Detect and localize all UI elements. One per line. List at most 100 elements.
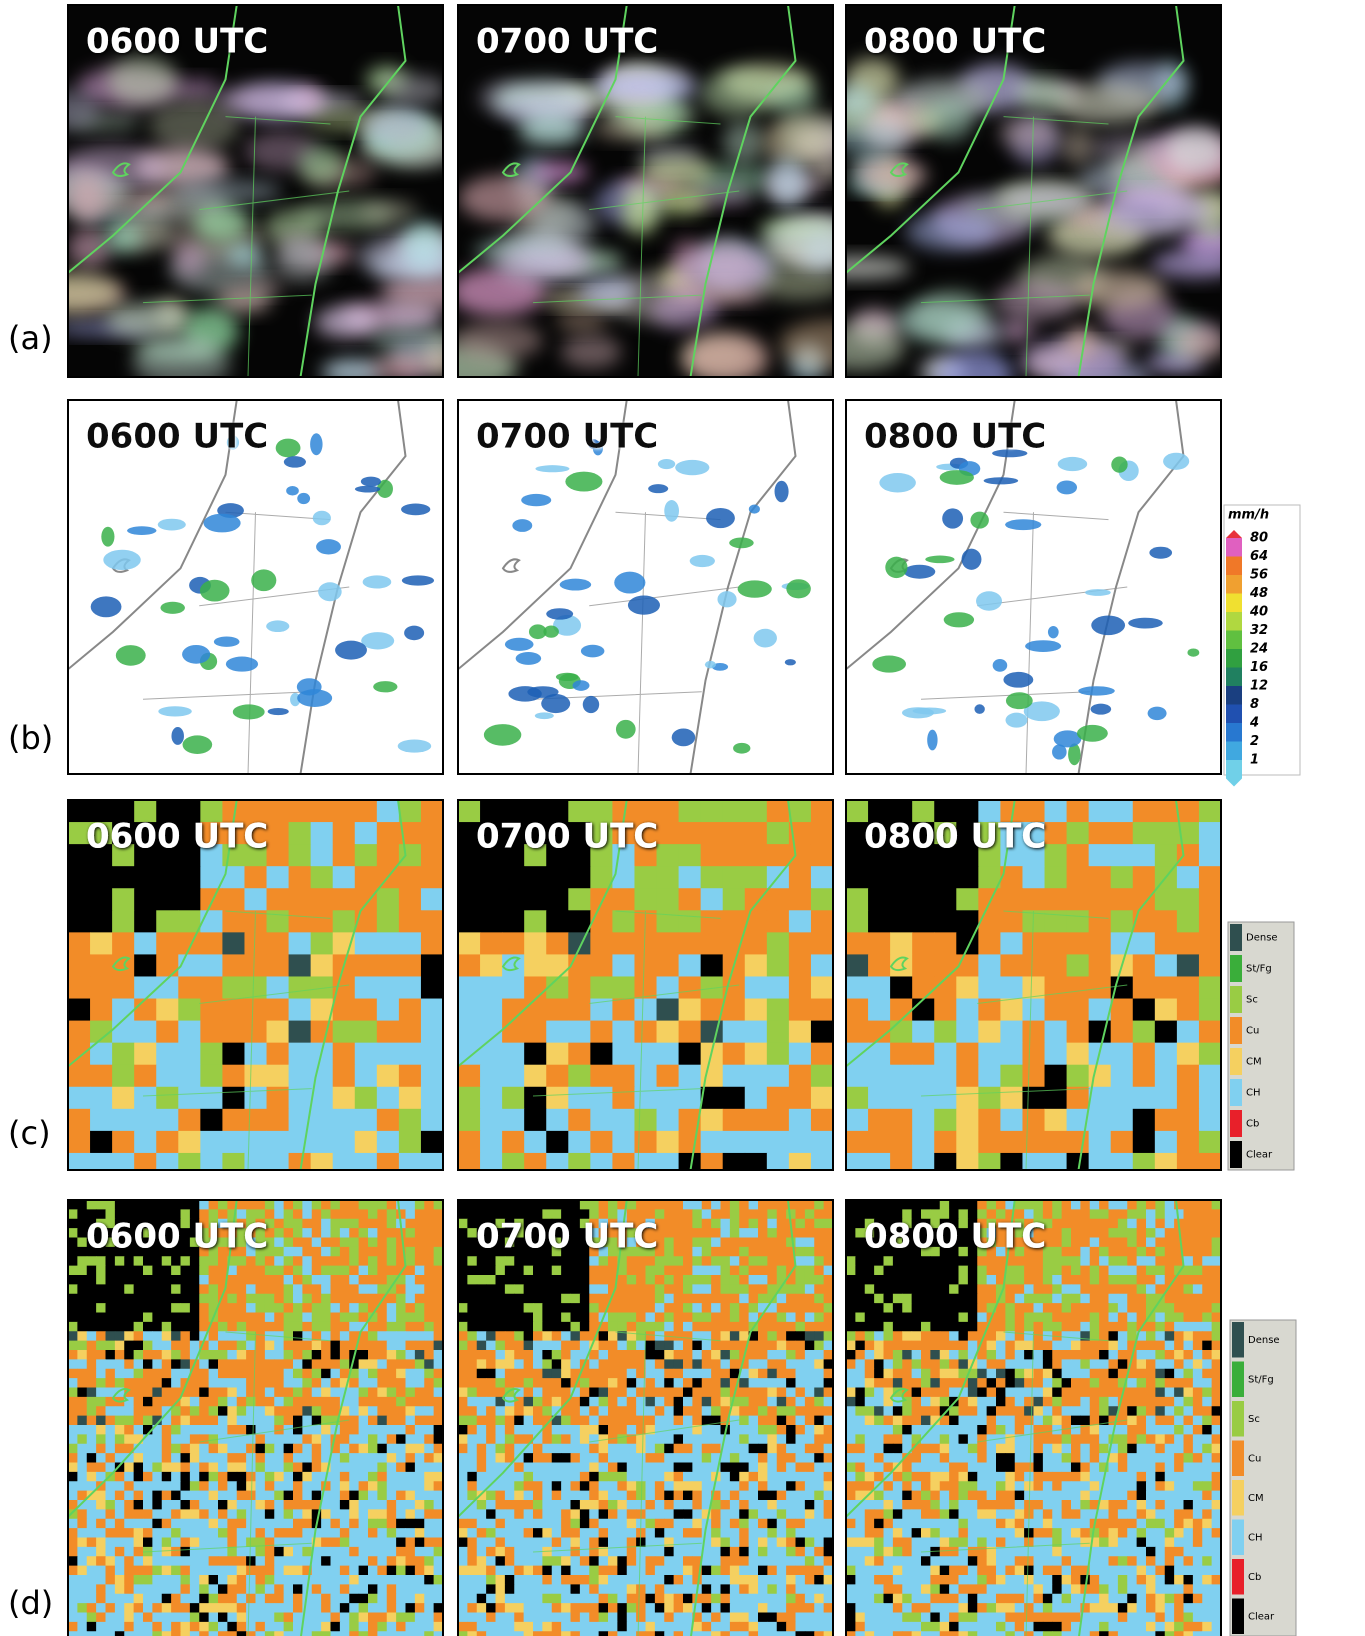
- cloud-cell: [312, 1472, 322, 1482]
- cloud-cell: [627, 1350, 637, 1360]
- cloud-cell: [406, 1200, 416, 1210]
- cloud-cell: [589, 1481, 599, 1491]
- cloud-cell: [679, 932, 702, 955]
- cloud-cell: [711, 1594, 721, 1604]
- cloud-cell: [608, 1453, 618, 1463]
- cloud-cell: [115, 1500, 125, 1510]
- cloud-cell: [355, 866, 378, 889]
- cloud-cell: [359, 1509, 369, 1519]
- cloud-cell: [505, 1519, 515, 1529]
- cloud-cell: [636, 1575, 646, 1585]
- cloud-cell: [115, 1594, 125, 1604]
- rain-cell: [361, 477, 381, 487]
- cloud-cell: [222, 888, 245, 911]
- cloud-cell: [284, 1631, 294, 1636]
- cloud-cell: [589, 1350, 599, 1360]
- cloud-cell: [701, 910, 724, 933]
- cloud: [896, 302, 980, 342]
- cloud-cell: [274, 1584, 284, 1594]
- cloud-cell: [617, 1359, 627, 1369]
- cloud-cell: [387, 1256, 397, 1266]
- cloud-cell: [359, 1209, 369, 1219]
- cloud-cell: [77, 1369, 87, 1379]
- cloud-cell: [1133, 1109, 1156, 1132]
- cloud-cell: [749, 1434, 759, 1444]
- cloud-cell: [683, 1566, 693, 1576]
- cloud-cell: [399, 1021, 422, 1044]
- cloud-cell: [1177, 888, 1200, 911]
- cloud-cell: [199, 1528, 209, 1538]
- cloud-cell: [552, 1200, 562, 1210]
- cloud-cell: [311, 932, 334, 955]
- rain-cell: [284, 456, 306, 468]
- cloud-cell: [199, 1313, 209, 1323]
- cloud-cell: [1045, 822, 1068, 845]
- cloud-cell: [655, 1519, 665, 1529]
- rain-cell: [560, 579, 591, 591]
- cloud-cell: [293, 1575, 303, 1585]
- cloud-cell: [749, 1425, 759, 1435]
- cloud-cell: [302, 1444, 312, 1454]
- cloud-cell: [739, 1378, 749, 1388]
- cloud-cell: [209, 1463, 219, 1473]
- cloud-cell: [96, 1613, 106, 1623]
- cloud-cell: [424, 1228, 434, 1238]
- cloud-cell: [265, 1575, 275, 1585]
- cloud-cell: [617, 1528, 627, 1538]
- cloud-cell: [679, 866, 702, 889]
- rain-cell: [648, 484, 668, 493]
- cloud-cell: [209, 1584, 219, 1594]
- cloud-cell: [340, 1350, 350, 1360]
- cloud-cell: [1067, 800, 1090, 823]
- cloud-cell: [106, 1369, 116, 1379]
- cloud-cell: [143, 1603, 153, 1613]
- cloud-cell: [171, 1453, 181, 1463]
- cloud-cell: [284, 1406, 294, 1416]
- cloud-cell: [349, 1294, 359, 1304]
- cloud-cell: [674, 1341, 684, 1351]
- cloud-cell: [359, 1388, 369, 1398]
- cloud-cell: [90, 1109, 113, 1132]
- cloud-cell: [805, 1350, 815, 1360]
- cloud-cell: [340, 1575, 350, 1585]
- cloud-cell: [655, 1556, 665, 1566]
- cloud-cell: [589, 1284, 599, 1294]
- panel-title: 0800 UTC: [864, 417, 1046, 457]
- cloud-cell: [846, 954, 869, 977]
- cloud-cell: [143, 1472, 153, 1482]
- cloud-cell: [767, 1603, 777, 1613]
- cloud-cell: [181, 1500, 191, 1510]
- cloud-cell: [612, 888, 635, 911]
- cloud-cell: [218, 1594, 228, 1604]
- cloud-cell: [496, 1622, 506, 1632]
- cloud-cell: [134, 1575, 144, 1585]
- cloud-cell: [636, 1284, 646, 1294]
- cloud-cell: [227, 1406, 237, 1416]
- cloud-cell: [542, 1444, 552, 1454]
- cloud-cell: [156, 932, 179, 955]
- cloud-cell: [664, 1359, 674, 1369]
- cloud-cell: [467, 1425, 477, 1435]
- cloud-cell: [181, 1444, 191, 1454]
- cloud-cell: [934, 1065, 957, 1088]
- cloud-cell: [171, 1331, 181, 1341]
- cloud-cell: [580, 1303, 590, 1313]
- cloud-cell: [692, 1275, 702, 1285]
- cloud-cell: [396, 1294, 406, 1304]
- cloud-cell: [674, 1463, 684, 1473]
- cloud-cell: [514, 1538, 524, 1548]
- cloud-cell: [646, 1322, 656, 1332]
- cloud-cell: [561, 1444, 571, 1454]
- cloud-cell: [524, 1406, 534, 1416]
- cloud-cell: [77, 1528, 87, 1538]
- cloud-cell: [415, 1378, 425, 1388]
- cloud-cell: [246, 1275, 256, 1285]
- cloud-cell: [293, 1294, 303, 1304]
- cloud-cell: [68, 954, 91, 977]
- cloud-cell: [786, 1528, 796, 1538]
- cloud-cell: [701, 822, 724, 845]
- cloud-cell: [458, 1622, 468, 1632]
- cloud-cell: [477, 1519, 487, 1529]
- cloud-cell: [814, 1575, 824, 1585]
- cloud-cell: [683, 1397, 693, 1407]
